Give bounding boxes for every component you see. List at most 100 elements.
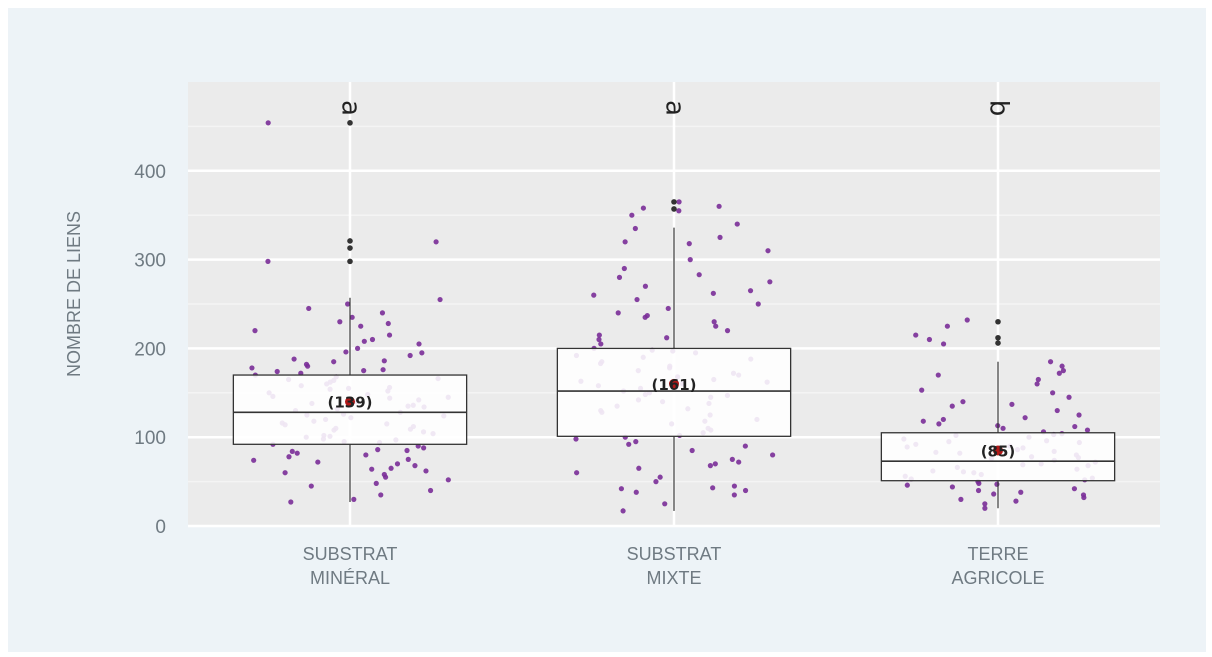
data-point	[596, 336, 602, 343]
y-tick-label: 200	[134, 339, 166, 360]
y-tick-label: 100	[134, 428, 166, 449]
data-point	[765, 248, 771, 254]
mean-marker	[993, 445, 1003, 456]
x-category-label: TERRE	[967, 544, 1028, 564]
data-point	[331, 359, 337, 365]
data-point	[975, 487, 982, 494]
data-point	[1076, 412, 1082, 418]
data-point	[427, 487, 434, 494]
data-point	[361, 338, 367, 344]
data-point	[358, 323, 364, 329]
data-point	[662, 501, 668, 507]
data-point	[622, 239, 628, 245]
data-point	[343, 349, 349, 355]
data-point	[724, 328, 731, 334]
boxes	[232, 120, 1116, 511]
data-point	[291, 356, 297, 362]
data-point	[388, 465, 394, 471]
data-point	[940, 416, 946, 423]
outlier-point	[347, 120, 353, 126]
data-point	[1009, 401, 1015, 407]
data-point	[919, 387, 925, 393]
data-point	[380, 367, 386, 373]
outlier-point	[995, 334, 1001, 341]
x-category-label: SUBSTRAT	[303, 544, 398, 564]
data-point	[404, 447, 410, 454]
data-point	[944, 323, 950, 329]
data-point	[620, 508, 626, 514]
data-point	[573, 436, 579, 442]
data-point	[1047, 359, 1054, 365]
box	[232, 374, 468, 445]
data-point	[689, 447, 695, 454]
data-point	[755, 301, 761, 307]
data-point	[303, 361, 310, 367]
data-point	[747, 288, 754, 294]
data-point	[707, 463, 713, 469]
data-point	[315, 459, 321, 465]
data-point	[1056, 370, 1062, 376]
box	[880, 432, 1116, 482]
data-point	[1000, 425, 1006, 431]
data-point	[412, 463, 418, 469]
data-point	[337, 319, 343, 325]
data-point	[1034, 381, 1040, 387]
data-point	[767, 279, 773, 285]
data-point	[936, 421, 942, 427]
data-point	[621, 265, 627, 272]
count-label: (161)	[651, 376, 696, 394]
data-point	[731, 483, 738, 489]
x-category-label: AGRICOLE	[951, 568, 1044, 588]
data-point	[369, 336, 376, 343]
data-point	[676, 199, 682, 205]
count-label: (85)	[981, 443, 1016, 461]
labels: 0 100 200 300 400 (139) a SUBSTRAT MINÉRAL (161) a…	[134, 100, 1044, 588]
data-point	[363, 452, 369, 458]
data-point	[354, 345, 361, 351]
data-point	[421, 445, 427, 451]
data-point	[1059, 363, 1065, 369]
data-point	[385, 320, 391, 327]
data-point	[710, 485, 716, 491]
data-point	[736, 459, 742, 465]
data-point	[618, 486, 624, 492]
data-point	[964, 317, 970, 323]
data-point	[991, 491, 997, 497]
data-point	[716, 203, 722, 209]
boxplot-chart: 0 100 200 300 400 (139) a SUBSTRAT MINÉRAL (161) a…	[64, 82, 1160, 588]
data-point	[913, 332, 919, 338]
data-point	[642, 283, 649, 289]
data-point	[633, 489, 639, 495]
data-point	[653, 479, 659, 485]
data-point	[265, 120, 271, 126]
data-point	[445, 477, 451, 483]
data-point	[742, 487, 749, 494]
data-point	[288, 499, 294, 505]
data-point	[1018, 489, 1024, 495]
data-point	[664, 335, 670, 341]
data-point	[282, 470, 288, 476]
data-point	[394, 461, 401, 467]
data-point	[770, 452, 776, 458]
significance-letter: b	[984, 100, 1014, 117]
y-tick-label: 400	[134, 162, 166, 183]
x-category-label: SUBSTRAT	[627, 544, 722, 564]
data-point	[640, 205, 646, 211]
data-point	[644, 312, 650, 319]
data-point	[591, 292, 597, 298]
x-category-label: MINÉRAL	[310, 568, 390, 588]
outlier-point	[995, 340, 1001, 346]
y-tick-label: 0	[155, 517, 166, 538]
data-point	[958, 496, 964, 502]
mean-marker	[345, 396, 355, 407]
data-point	[1060, 368, 1066, 374]
data-point	[274, 368, 280, 375]
data-point	[949, 484, 956, 490]
y-axis-title: NOMBRE DE LIENS	[64, 211, 84, 377]
data-point	[416, 341, 422, 347]
data-point	[982, 505, 988, 511]
data-point	[712, 461, 718, 467]
data-point	[1035, 376, 1041, 383]
data-point	[920, 418, 926, 424]
data-point	[369, 466, 375, 472]
